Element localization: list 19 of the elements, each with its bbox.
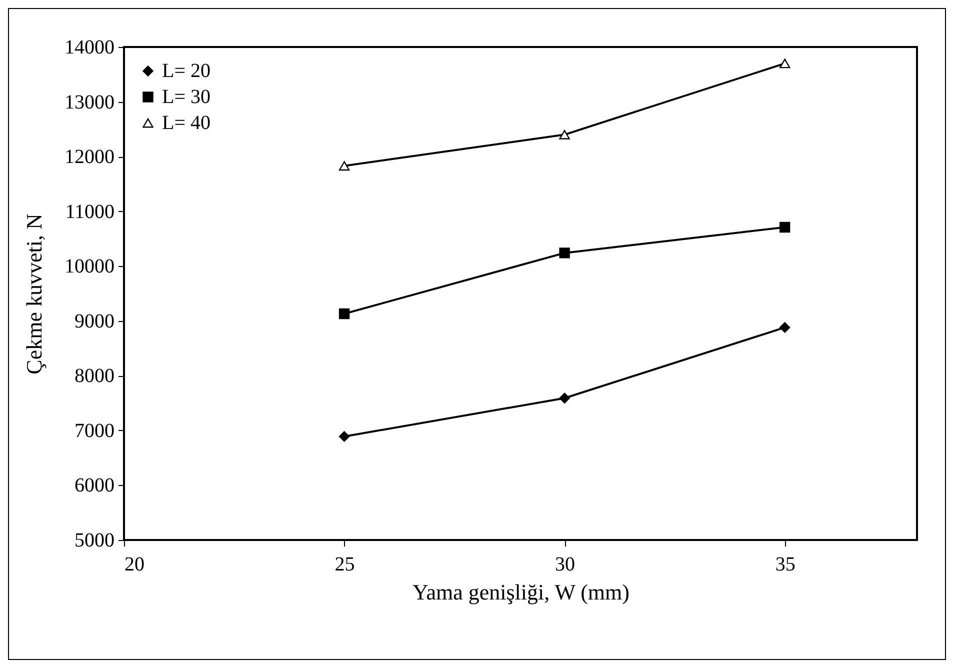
x-tick-label: 35: [775, 554, 796, 576]
legend-label: L= 30: [162, 86, 210, 108]
x-axis-title: Yama genişliği, W (mm): [412, 580, 630, 604]
y-tick-label: 7000: [74, 420, 114, 442]
y-tick-label: 12000: [64, 146, 114, 168]
y-tick-label: 9000: [74, 310, 114, 332]
x-tick-label: 30: [555, 554, 576, 576]
y-tick-label: 8000: [74, 365, 114, 388]
x-tick-label: 25: [334, 554, 355, 576]
y-tick-label: 10000: [64, 256, 114, 278]
y-tick-label: 11000: [65, 200, 114, 223]
y-tick-label: 13000: [64, 91, 114, 114]
legend-label: L= 20: [162, 60, 210, 82]
y-tick-label: 6000: [74, 474, 114, 497]
y-tick-label: 5000: [74, 530, 114, 552]
x-tick-label: 20: [124, 554, 144, 576]
y-tick-label: 14000: [64, 36, 114, 58]
legend-label: L= 40: [162, 112, 210, 134]
y-axis-title: Çekme kuvveti, N: [22, 214, 46, 374]
